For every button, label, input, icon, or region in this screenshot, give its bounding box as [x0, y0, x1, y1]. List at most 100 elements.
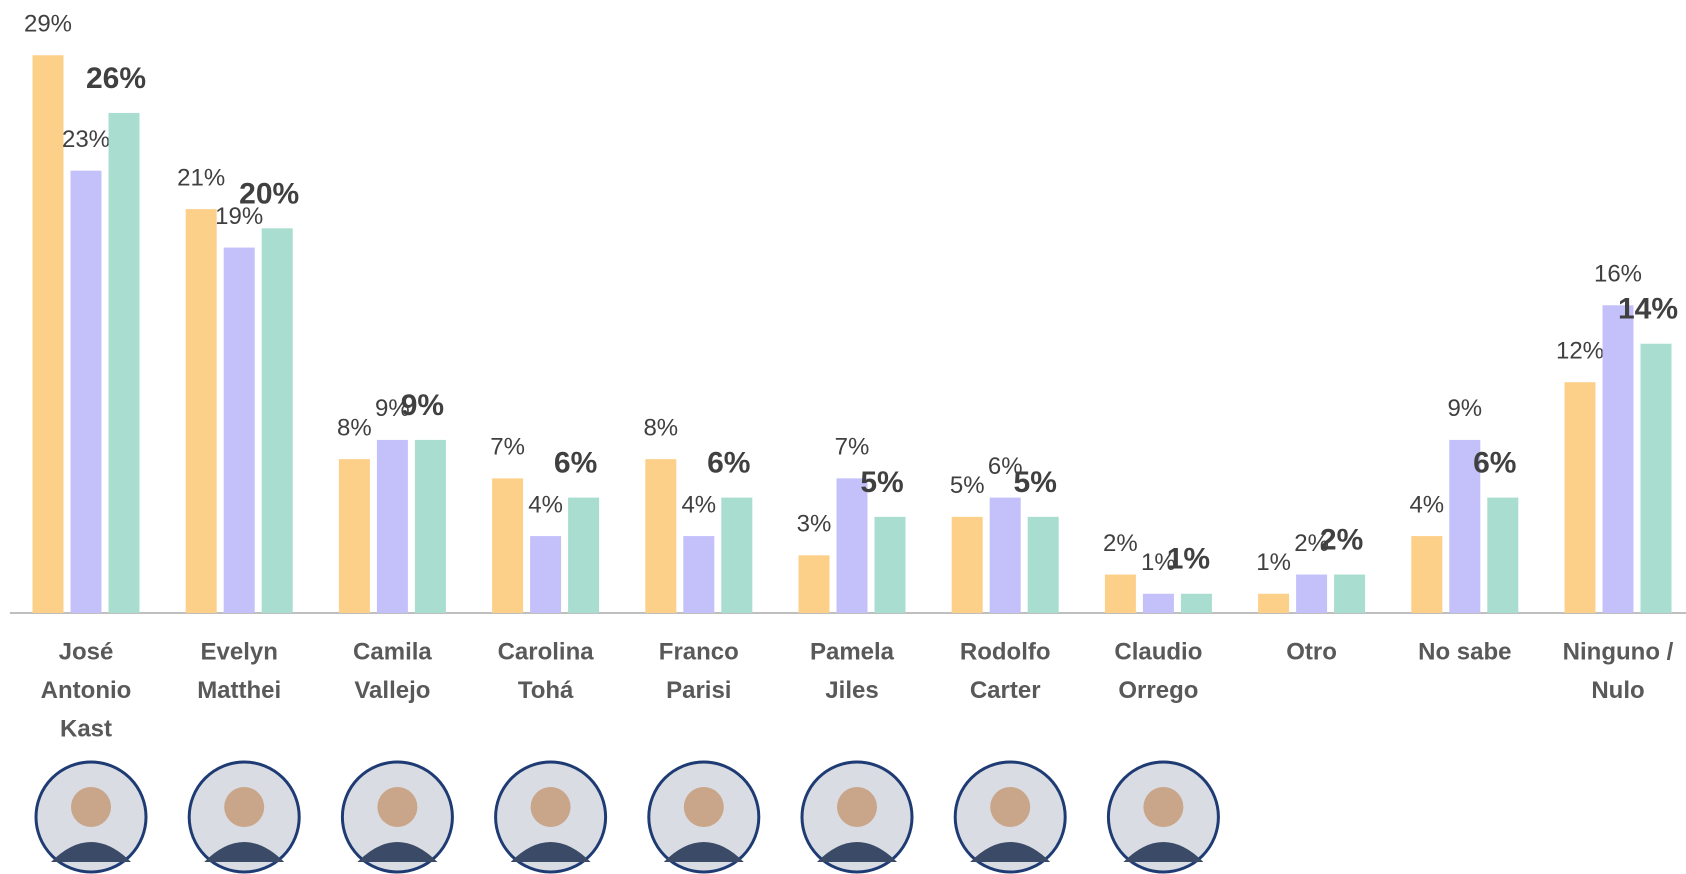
portrait	[494, 760, 608, 874]
x-tick-label: Kast	[60, 715, 112, 742]
portrait-body	[204, 842, 285, 862]
bar	[70, 170, 102, 613]
bar	[1027, 516, 1059, 613]
value-label: 3%	[797, 511, 832, 538]
x-tick-label: Nulo	[1591, 677, 1644, 704]
bar	[1449, 439, 1481, 613]
bar	[530, 536, 562, 613]
portrait	[34, 760, 148, 874]
value-label: 9%	[1447, 395, 1482, 422]
x-tick-label: Vallejo	[354, 677, 430, 704]
value-label: 8%	[643, 414, 678, 441]
x-tick-label: Evelyn	[201, 638, 278, 665]
bar	[376, 439, 408, 613]
value-label: 14%	[1618, 293, 1678, 326]
x-tick-label: Orrego	[1118, 677, 1198, 704]
bar	[683, 536, 715, 613]
value-label: 4%	[1409, 491, 1444, 518]
value-label: 5%	[950, 472, 985, 499]
value-label: 9%	[375, 395, 410, 422]
bar	[951, 516, 983, 613]
bar	[261, 228, 293, 614]
bar	[492, 478, 524, 613]
bar	[32, 55, 64, 613]
bar	[1142, 593, 1174, 613]
value-label: 6%	[988, 453, 1023, 480]
bar	[568, 497, 600, 613]
x-tick-label: Tohá	[518, 677, 574, 704]
portrait-body	[970, 842, 1051, 862]
x-tick-label: Carter	[970, 677, 1041, 704]
portrait	[187, 760, 301, 874]
bar	[721, 497, 753, 613]
portrait-head	[224, 787, 265, 827]
bar	[338, 459, 370, 613]
portrait-head	[683, 787, 724, 827]
bar	[1180, 593, 1212, 613]
bar	[989, 497, 1021, 613]
value-label: 20%	[239, 177, 299, 210]
bar	[1296, 574, 1328, 613]
portrait-head	[530, 787, 571, 827]
bar	[1564, 382, 1596, 613]
x-tick-label: Claudio	[1114, 638, 1202, 665]
value-label: 7%	[835, 434, 870, 461]
value-label: 7%	[490, 434, 525, 461]
x-tick-label: Carolina	[498, 638, 595, 665]
portrait-body	[1123, 842, 1204, 862]
x-tick-label: Franco	[659, 638, 739, 665]
x-tick-label: Antonio	[41, 677, 132, 704]
portrait-body	[663, 842, 744, 862]
value-label: 21%	[177, 164, 225, 191]
value-label: 6%	[707, 447, 750, 480]
portrait-body	[510, 842, 591, 862]
bar	[1334, 574, 1366, 613]
bar	[108, 112, 140, 613]
value-label: 23%	[62, 126, 110, 153]
value-label: 2%	[1294, 530, 1329, 557]
portrait-head	[71, 787, 111, 827]
portrait	[953, 760, 1067, 874]
x-tick-label: José	[59, 638, 114, 665]
value-label: 6%	[554, 447, 597, 480]
bar	[798, 555, 830, 613]
value-label: 6%	[1473, 447, 1516, 480]
value-label: 1%	[1167, 543, 1210, 576]
value-label: 9%	[401, 389, 444, 422]
bar	[1640, 343, 1672, 613]
value-label: 16%	[1594, 261, 1642, 288]
x-tick-label: Matthei	[197, 677, 281, 704]
portrait-head	[1143, 787, 1184, 827]
portrait-body	[817, 842, 897, 862]
value-label: 19%	[215, 203, 263, 230]
portrait	[800, 760, 914, 874]
x-tick-label: Jiles	[825, 677, 878, 704]
value-label: 26%	[86, 62, 146, 95]
bar	[874, 516, 906, 613]
value-label: 5%	[860, 466, 903, 499]
x-tick-label: Pamela	[810, 638, 895, 665]
x-tick-label: Camila	[353, 638, 432, 665]
bar	[645, 459, 677, 613]
x-tick-label: Parisi	[666, 677, 731, 704]
value-label: 8%	[337, 414, 372, 441]
portrait	[340, 760, 454, 874]
x-tick-label: No sabe	[1418, 638, 1511, 665]
value-label: 5%	[1014, 466, 1057, 499]
portrait	[647, 760, 761, 874]
x-tick-label: Otro	[1286, 638, 1337, 665]
value-label: 1%	[1256, 549, 1291, 576]
bar	[836, 478, 868, 613]
portrait	[1106, 760, 1220, 874]
portrait-head	[837, 787, 877, 827]
value-label: 4%	[528, 491, 563, 518]
bar	[185, 209, 217, 613]
bar	[223, 247, 255, 614]
bar	[1411, 536, 1443, 613]
portrait-head	[990, 787, 1031, 827]
value-label: 2%	[1103, 530, 1138, 557]
portrait-body	[357, 842, 438, 862]
bar	[1258, 593, 1290, 613]
value-label: 1%	[1141, 549, 1176, 576]
x-tick-label: Rodolfo	[960, 638, 1051, 665]
